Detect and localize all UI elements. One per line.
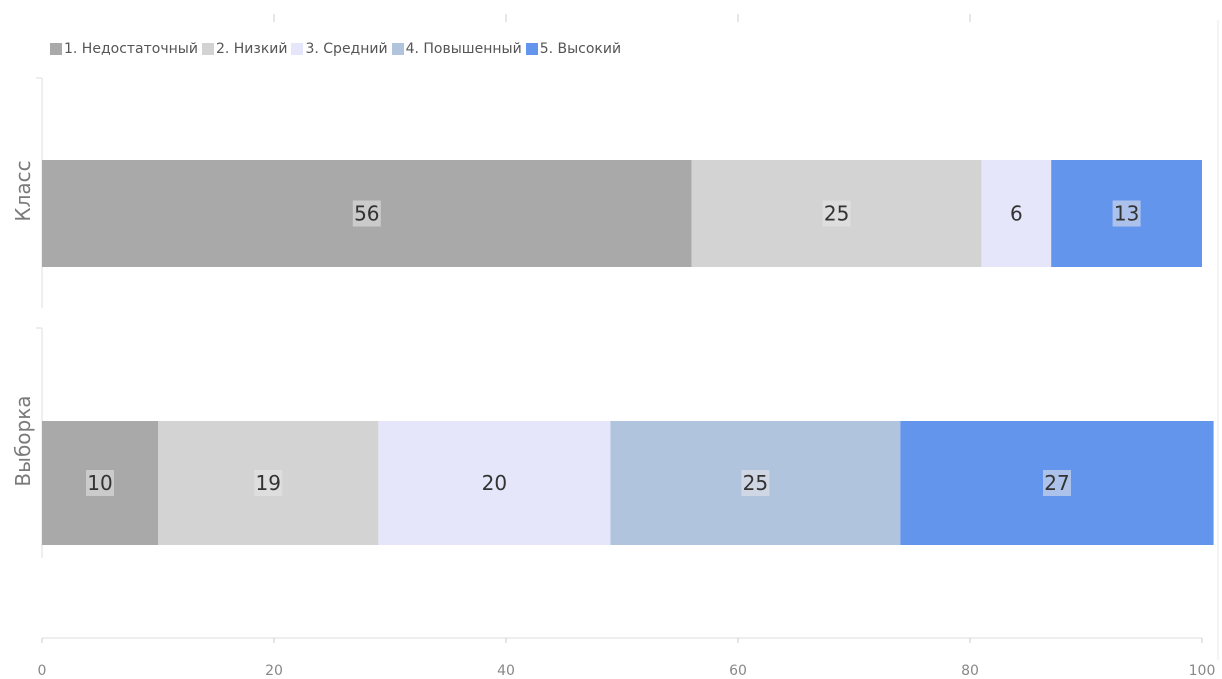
data-label: 19 xyxy=(255,471,280,495)
data-label-bg xyxy=(254,470,283,496)
x-tick-label: 80 xyxy=(961,663,979,679)
category-label: Класс xyxy=(11,160,35,221)
data-label: 27 xyxy=(1044,471,1069,495)
data-label: 25 xyxy=(824,202,849,226)
legend-label: 5. Высокий xyxy=(539,41,622,57)
data-label: 13 xyxy=(1114,202,1139,226)
legend-item[interactable]: 2. Низкий xyxy=(201,41,288,57)
category-label: Выборка xyxy=(11,395,35,486)
bar-segment xyxy=(378,421,611,545)
x-tick-label: 0 xyxy=(38,663,47,679)
data-label-bg xyxy=(352,200,381,227)
x-tick-label: 20 xyxy=(265,663,283,679)
legend-swatch xyxy=(525,43,538,55)
legend-label: 4. Повышенный xyxy=(405,41,522,57)
legend-label: 1. Недостаточный xyxy=(64,41,198,57)
data-label: 6 xyxy=(1010,202,1023,226)
data-label: 10 xyxy=(87,471,112,495)
data-label-bg xyxy=(86,470,114,496)
legend-label: 2. Низкий xyxy=(215,41,288,57)
x-tick-label: 60 xyxy=(729,663,747,679)
legend-item[interactable]: 3. Средний xyxy=(291,41,388,57)
legend-swatch xyxy=(201,43,214,55)
chart-legend: 1. Недостаточный 2. Низкий 3. Средний 4. По… xyxy=(50,41,625,57)
legend-swatch xyxy=(291,43,304,55)
legend-item[interactable]: 5. Высокий xyxy=(525,41,622,57)
data-label: 25 xyxy=(743,471,768,495)
data-label: 56 xyxy=(354,202,379,226)
legend-item[interactable]: 4. Повышенный xyxy=(391,41,522,57)
bar-segment xyxy=(981,160,1052,267)
legend-swatch xyxy=(391,43,404,55)
data-label-bg xyxy=(1112,200,1141,227)
legend-item[interactable]: 1. Недостаточный xyxy=(50,41,198,57)
data-label-bg xyxy=(741,470,770,496)
x-tick-label: 40 xyxy=(497,663,515,679)
legend-swatch xyxy=(50,43,62,55)
data-label: 20 xyxy=(482,471,507,495)
data-label-bg xyxy=(1043,470,1071,496)
x-tick-label: 100 xyxy=(1189,663,1216,679)
data-label-bg xyxy=(822,200,851,227)
legend-label: 3. Средний xyxy=(305,41,388,57)
